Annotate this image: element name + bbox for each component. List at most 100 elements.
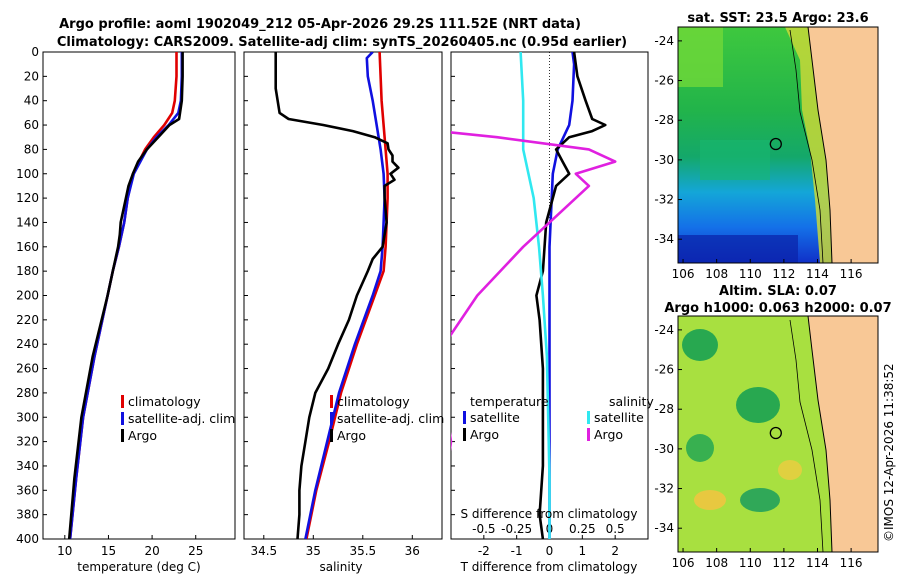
- sst-map-ticks: 106 108 110 112 114 116 -24 -26 -28 -30 -32 -34: [654, 34, 862, 281]
- salinity-legend: climatology satellite-adj. clim Argo: [330, 394, 444, 443]
- legend-swatch-s-argo: [587, 428, 590, 441]
- x-tick2-label: 0.25: [569, 522, 596, 536]
- x-tick-label: -1: [511, 544, 523, 558]
- legend-swatch-argo: [121, 429, 124, 442]
- t-difference-xlabel: T difference from climatology: [460, 560, 638, 574]
- sla-argo-marker: [769, 426, 782, 440]
- s-difference-xlabel: S difference from climatology: [461, 507, 638, 521]
- sla-coastline: [807, 316, 833, 552]
- map-y-tick-label: -34: [654, 521, 674, 535]
- sst-coastline: [807, 27, 833, 263]
- x-tick-label: 2: [611, 544, 619, 558]
- x-tick-label: 20: [144, 544, 159, 558]
- difference-panel: -2 -1 0 1 2-0.5 -0.25 0 0.25 0.5 temperature sal…: [450, 51, 654, 574]
- y-tick-label: 100: [16, 167, 39, 181]
- legend-label-s-satellite: satellite: [594, 410, 644, 425]
- map-y-tick-label: -30: [654, 153, 674, 167]
- y-tick-label: 20: [24, 69, 39, 83]
- credit-text: ©IMOS 12-Apr-2026 11:38:52: [882, 363, 896, 542]
- x-tick-label: 35.5: [349, 544, 376, 558]
- sst-land: [808, 27, 878, 263]
- y-tick-label: 340: [16, 459, 39, 473]
- y-tick-label: 80: [24, 142, 39, 156]
- salinity-xlabel: salinity: [319, 560, 362, 574]
- temperature-axes: [42, 51, 236, 540]
- legend-header-salinity: salinity: [609, 394, 654, 409]
- series-line-t-satellite: [548, 52, 576, 539]
- map-y-tick-label: -26: [654, 363, 674, 377]
- legend-swatch-t-satellite: [463, 411, 466, 424]
- sla-map: Altim. SLA: 0.07 Argo h1000: 0.063 h2000…: [654, 284, 891, 570]
- y-tick-label: 220: [16, 313, 39, 327]
- sla-low-eddy: [736, 387, 780, 423]
- series-line-t-argo: [535, 52, 607, 539]
- map-y-tick-label: -26: [654, 74, 674, 88]
- difference-ticks: -2 -1 0 1 2-0.5 -0.25 0 0.25 0.5: [451, 51, 625, 558]
- y-tick-label: 180: [16, 264, 39, 278]
- series-line-s-satellite: [519, 52, 551, 539]
- legend-swatch-climatology: [121, 395, 124, 408]
- series-line-argo: [274, 52, 400, 539]
- legend-swatch-climatology: [330, 395, 333, 408]
- map-y-tick-label: -32: [654, 482, 674, 496]
- series-line-s-argo: [451, 131, 617, 452]
- sla-low-eddy: [682, 329, 718, 361]
- map-x-tick-label: 108: [705, 556, 728, 570]
- sst-map-title: sat. SST: 23.5 Argo: 23.6: [687, 11, 868, 26]
- legend-label-s-argo: Argo: [594, 427, 623, 442]
- legend-swatch-t-argo: [463, 428, 466, 441]
- temperature-ticks: 0 20 40 60 80 100 120 140 160 180 200 220 240 260 280 3…: [16, 45, 203, 558]
- sla-map-title: Altim. SLA: 0.07: [719, 284, 837, 299]
- difference-lines: [451, 52, 617, 539]
- sla-map-frame: [677, 315, 879, 553]
- y-tick-label: 260: [16, 362, 39, 376]
- map-y-tick-label: -24: [654, 34, 674, 48]
- title-line1: Argo profile: aoml 1902049_212 05-Apr-20…: [59, 17, 581, 32]
- legend-label-satellite: satellite-adj. clim: [337, 411, 444, 426]
- x-tick2-label: 0.5: [606, 522, 625, 536]
- difference-legend: temperature salinity satellite Argo sate…: [463, 394, 654, 442]
- salinity-lines: [274, 52, 400, 539]
- map-y-tick-label: -32: [654, 193, 674, 207]
- sst-cold-patch: [678, 235, 798, 263]
- map-x-tick-label: 114: [806, 556, 829, 570]
- y-tick-label: 240: [16, 337, 39, 351]
- x-tick-label: 25: [188, 544, 203, 558]
- sla-map-subtitle: Argo h1000: 0.063 h2000: 0.07: [664, 301, 891, 316]
- sst-bathy-contour: [789, 29, 824, 263]
- x-tick-label: 10: [57, 544, 72, 558]
- legend-label-t-argo: Argo: [470, 427, 499, 442]
- y-tick-label: 120: [16, 191, 39, 205]
- map-x-tick-label: 108: [705, 267, 728, 281]
- legend-label-argo: Argo: [337, 428, 366, 443]
- sst-mid-patch: [700, 140, 770, 180]
- x-tick-label: 1: [579, 544, 587, 558]
- sla-map-ticks: 106 108 110 112 114 116 -24 -26 -28 -30 -32 -34: [654, 323, 862, 570]
- legend-swatch-satellite: [121, 412, 124, 425]
- map-y-tick-label: -24: [654, 323, 674, 337]
- series-line-satellite-adj-clim: [68, 52, 184, 539]
- sla-land: [808, 316, 878, 552]
- sla-low-eddy: [740, 488, 780, 512]
- legend-swatch-s-satellite: [587, 411, 590, 424]
- map-x-tick-label: 112: [772, 267, 795, 281]
- x-tick-label: 34.5: [250, 544, 277, 558]
- y-tick-label: 380: [16, 508, 39, 522]
- y-tick-label: 400: [16, 532, 39, 546]
- y-tick-label: 40: [24, 94, 39, 108]
- legend-label-climatology: climatology: [337, 394, 410, 409]
- map-x-tick-label: 106: [672, 556, 695, 570]
- legend-swatch-satellite: [330, 412, 333, 425]
- sla-bathy-contour: [789, 319, 824, 552]
- salinity-panel: 34.5 35 35.5 36 salinity climatology satell…: [243, 51, 444, 574]
- sst-argo-marker: [769, 137, 782, 151]
- legend-label-satellite: satellite-adj. clim: [128, 411, 235, 426]
- y-tick-label: 200: [16, 289, 39, 303]
- y-tick-label: 320: [16, 435, 39, 449]
- sla-high-eddy: [694, 490, 726, 510]
- legend-header-temperature: temperature: [470, 394, 549, 409]
- y-tick-label: 280: [16, 386, 39, 400]
- legend-swatch-argo: [330, 429, 333, 442]
- legend-label-t-satellite: satellite: [470, 410, 520, 425]
